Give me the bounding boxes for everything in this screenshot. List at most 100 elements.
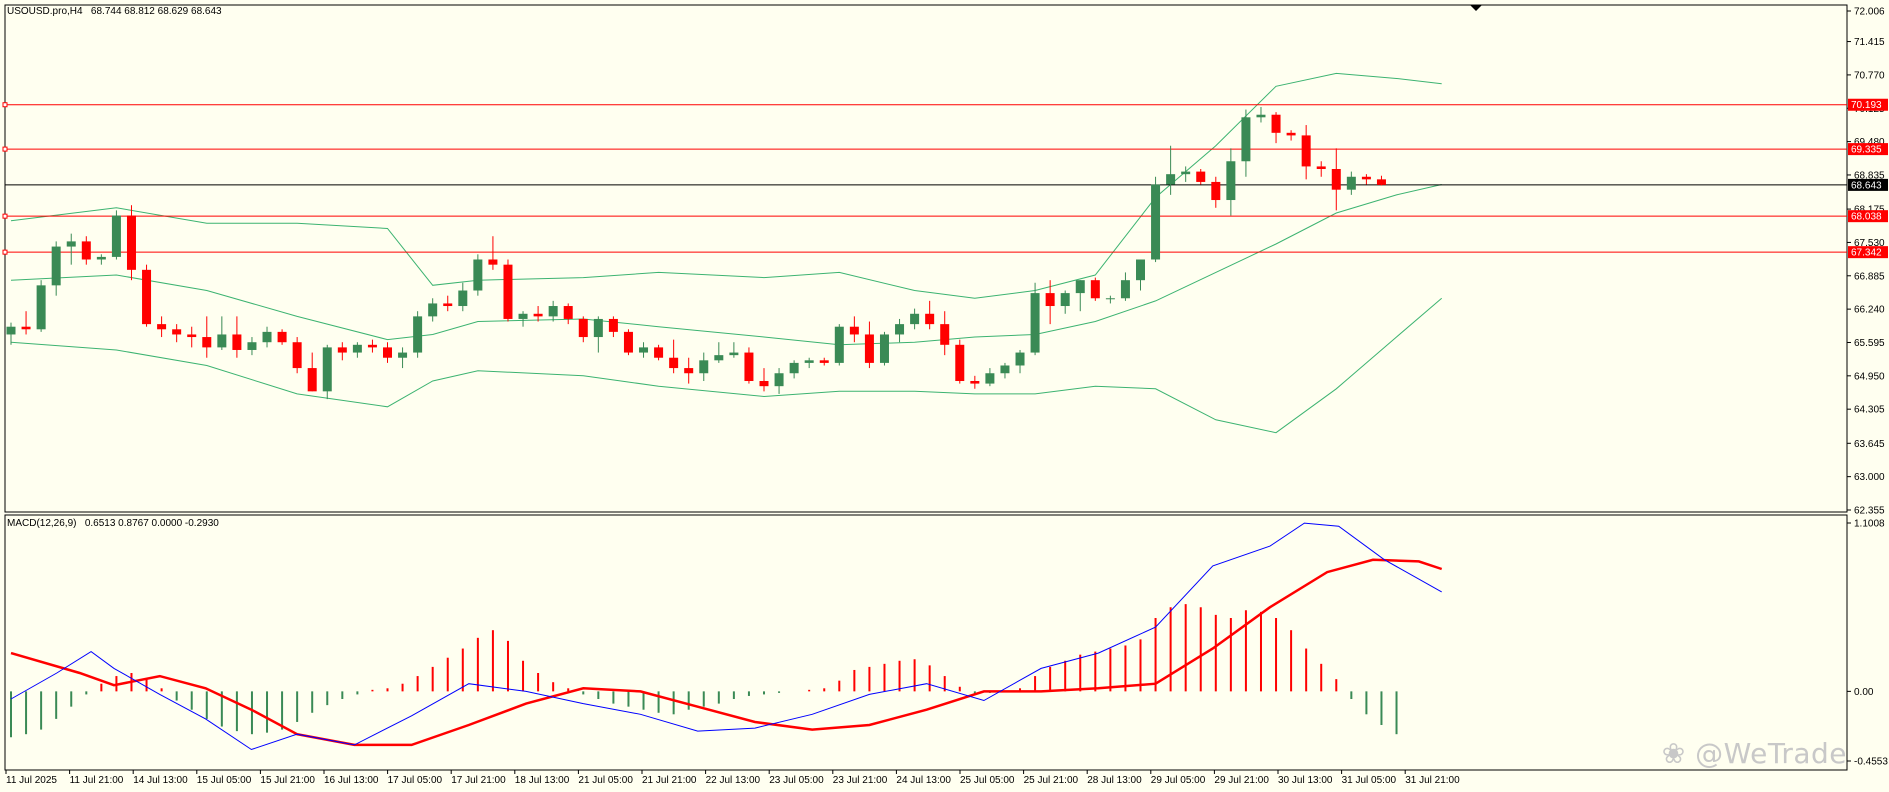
candle-body (744, 352, 754, 381)
time-tick-label: 31 Jul 21:00 (1405, 775, 1460, 786)
candle-body (247, 342, 257, 350)
macd-tick-label: 1.1008 (1854, 519, 1885, 530)
level-handle (2, 249, 8, 255)
candle-body (1196, 171, 1206, 182)
level-price-label: 67.342 (1851, 248, 1882, 259)
chart-shift-marker-icon (1470, 5, 1482, 11)
candle (66, 233, 76, 265)
candle-body (684, 368, 694, 374)
candle-body (157, 324, 167, 330)
wetrade-logo-icon: ❀ (1661, 737, 1686, 770)
candle (1136, 259, 1145, 291)
candle (458, 282, 468, 312)
time-tick-label: 17 Jul 05:00 (388, 775, 443, 786)
candle (714, 342, 724, 363)
candle-body (1331, 169, 1341, 190)
candle-body (322, 347, 332, 392)
candle (578, 316, 588, 343)
candle (1361, 174, 1371, 185)
price-tick-label: 63.645 (1854, 439, 1885, 450)
candle (322, 344, 332, 400)
time-tick-label: 14 Jul 13:00 (133, 775, 188, 786)
candle (428, 298, 438, 322)
candle-body (383, 347, 392, 358)
candle-body (1060, 293, 1070, 307)
candle-body (864, 334, 874, 363)
candle (955, 339, 965, 384)
indicator-values: 0.6513 0.8767 0.0000 -0.2930 (84, 518, 219, 529)
candle (1256, 106, 1266, 123)
candle (804, 357, 814, 369)
candle-body (518, 313, 528, 319)
price-tick-label: 64.305 (1854, 405, 1885, 416)
candle (1211, 176, 1221, 208)
macd-signal-line (10, 558, 1443, 747)
candle-body (639, 347, 649, 353)
price-tick-label: 68.835 (1854, 170, 1885, 181)
indicator-label: MACD(12,26,9) (7, 518, 77, 529)
candle (699, 352, 709, 381)
candle (1105, 295, 1115, 304)
candle (383, 342, 392, 363)
candle (970, 375, 980, 389)
candle (789, 360, 799, 379)
candle (307, 352, 317, 392)
time-tick-label: 23 Jul 21:00 (833, 775, 888, 786)
price-tick-label: 65.595 (1854, 338, 1885, 349)
candle (819, 357, 829, 366)
time-tick-label: 24 Jul 13:00 (896, 775, 951, 786)
macd-tick-label: -0.4553 (1854, 757, 1888, 768)
candle (187, 326, 197, 348)
candle-body (699, 360, 709, 374)
candle (51, 241, 61, 296)
level-price-tag (1848, 210, 1888, 223)
price-tick-label: 64.950 (1854, 371, 1885, 382)
symbol-info: USOUSD.pro,H4 68.744 68.812 68.629 68.64… (7, 6, 222, 17)
candle-body (729, 352, 739, 356)
candle-body (578, 318, 588, 338)
candle-body (593, 318, 603, 338)
candle (1030, 282, 1040, 356)
candle-body (1226, 161, 1236, 201)
candle-body (277, 331, 287, 343)
candle-body (789, 362, 799, 374)
candle (1196, 169, 1206, 185)
price-tick-label: 66.240 (1854, 305, 1885, 316)
candle (443, 295, 453, 312)
candle-body (1075, 280, 1085, 294)
candle (548, 300, 558, 322)
candle (1376, 175, 1386, 186)
time-tick-label: 11 Jul 21:00 (70, 775, 124, 786)
current-price-tag (1848, 178, 1888, 191)
time-tick-label: 18 Jul 13:00 (515, 775, 570, 786)
candle-body (142, 269, 152, 325)
candle (352, 342, 362, 358)
price-tick-label: 68.175 (1854, 205, 1885, 216)
time-tick-label: 16 Jul 13:00 (324, 775, 379, 786)
price-tick-label: 63.000 (1854, 472, 1885, 483)
candle-body (126, 215, 136, 270)
candle-body (669, 357, 679, 369)
candle-body (1120, 280, 1130, 299)
time-tick-label: 29 Jul 21:00 (1214, 775, 1269, 786)
candle-body (292, 342, 302, 369)
candle-body (51, 246, 61, 286)
level-price-label: 68.038 (1851, 212, 1882, 223)
candle-body (1211, 181, 1221, 201)
candle (1166, 145, 1176, 195)
candle-body (503, 264, 513, 319)
price-tick-label: 72.006 (1854, 7, 1885, 18)
candle (879, 331, 889, 366)
candle (337, 342, 347, 361)
time-tick-label: 23 Jul 05:00 (769, 775, 824, 786)
candle (1015, 349, 1025, 374)
candle (834, 324, 844, 366)
candle (398, 347, 408, 369)
candle (413, 311, 423, 358)
candle (503, 259, 513, 322)
candle-body (1090, 280, 1100, 299)
candle-body (879, 334, 889, 363)
candle (1120, 272, 1130, 301)
candle (232, 316, 242, 358)
watermark-text: @WeTrade (1695, 737, 1847, 770)
